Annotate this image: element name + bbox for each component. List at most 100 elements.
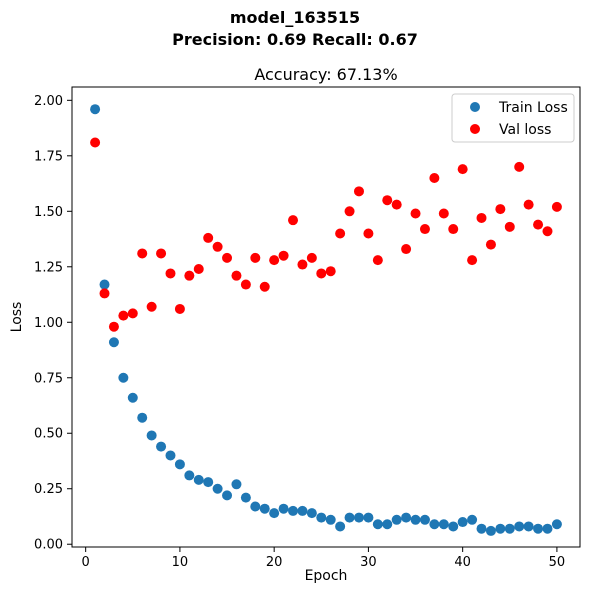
y-axis-label: Loss [9,302,25,333]
val-loss-point [127,308,138,319]
train-loss-point [137,412,148,423]
val-loss-point [523,199,534,210]
train-loss-point [278,503,289,514]
x-tick-label: 0 [82,555,90,570]
train-loss-point [269,508,280,519]
val-loss-point [259,281,270,292]
val-loss-point [137,248,148,259]
val-loss-point [250,252,261,263]
val-loss-point [410,208,421,219]
val-loss-point [391,199,402,210]
val-loss-point [372,255,383,266]
train-loss-point [551,519,562,530]
x-tick-label: 30 [360,555,377,570]
train-loss-series [90,104,562,536]
train-loss-point [363,512,374,523]
val-loss-point [382,195,393,206]
train-loss-point [476,523,487,534]
val-loss-point [288,215,299,226]
train-loss-point [372,519,383,530]
val-loss-point [297,259,308,270]
x-axis-label: Epoch [305,568,348,584]
val-loss-point [514,161,525,172]
val-loss-point [231,270,242,281]
train-loss-point [457,517,468,528]
y-tick-label: 1.00 [34,316,63,331]
val-loss-point [165,268,176,279]
train-loss-point [391,514,402,525]
train-loss-point [99,279,110,290]
train-loss-point [127,392,138,403]
train-loss-point [467,514,478,525]
val-loss-point [551,201,562,212]
axes-frame [71,86,581,548]
x-axis-ticks: 0 10 20 30 40 50 [82,547,566,570]
val-loss-point [344,206,355,217]
val-loss-point [306,252,317,263]
val-loss-point [156,248,167,259]
y-tick-label: 2.00 [34,94,63,109]
train-loss-point [485,525,496,536]
y-tick-label: 0.00 [34,538,63,553]
x-tick-label: 50 [549,555,566,570]
x-tick-label: 20 [266,555,283,570]
x-tick-label: 10 [172,555,189,570]
figure-suptitle-line2: Precision: 0.69 Recall: 0.67 [172,30,418,49]
train-loss-point [184,470,195,481]
legend-label-train-loss: Train Loss [498,100,568,116]
legend-marker-val-loss [470,124,480,134]
val-loss-point [476,212,487,223]
val-loss-point [193,264,204,274]
train-loss-point [429,519,440,530]
val-loss-point [269,255,280,266]
val-loss-point [222,252,233,263]
val-loss-point [485,239,496,250]
train-loss-point [410,514,421,525]
val-loss-point [419,224,430,235]
train-loss-point [193,474,204,485]
train-loss-point [288,505,299,516]
train-loss-point [306,508,317,519]
train-loss-point [203,477,214,488]
val-loss-point [316,268,327,279]
val-loss-point [457,164,468,175]
train-loss-point [495,523,506,534]
train-loss-point [438,519,449,530]
train-loss-point [250,501,261,512]
train-loss-point [344,512,355,523]
val-loss-point [108,321,119,332]
train-loss-point [222,490,233,501]
train-loss-point [108,337,119,348]
val-loss-point [429,173,440,183]
val-loss-point [99,288,110,299]
train-loss-point [448,521,459,532]
train-loss-point [118,372,129,383]
x-tick-label: 40 [454,555,471,570]
val-loss-point [533,219,544,230]
legend-label-val-loss: Val loss [499,122,551,138]
train-loss-point [533,523,544,534]
train-loss-point [316,512,327,523]
legend-marker-train-loss [470,102,480,112]
train-loss-point [419,514,430,525]
train-loss-point [156,441,167,452]
legend: Train Loss Val loss [451,93,575,143]
train-loss-point [542,523,553,534]
train-loss-point [523,521,534,532]
val-loss-point [504,221,515,232]
val-loss-point [363,228,374,239]
val-loss-point [146,301,157,312]
train-loss-point [504,523,515,534]
val-loss-series [90,137,562,332]
train-loss-point [240,492,251,503]
val-loss-point [467,255,478,266]
train-loss-point [165,450,176,461]
y-tick-label: 1.50 [34,205,63,220]
train-loss-point [174,459,185,470]
val-loss-point [335,228,346,239]
legend-box [451,93,575,143]
val-loss-point [90,137,101,148]
val-loss-point [353,186,364,197]
train-loss-point [335,521,346,532]
